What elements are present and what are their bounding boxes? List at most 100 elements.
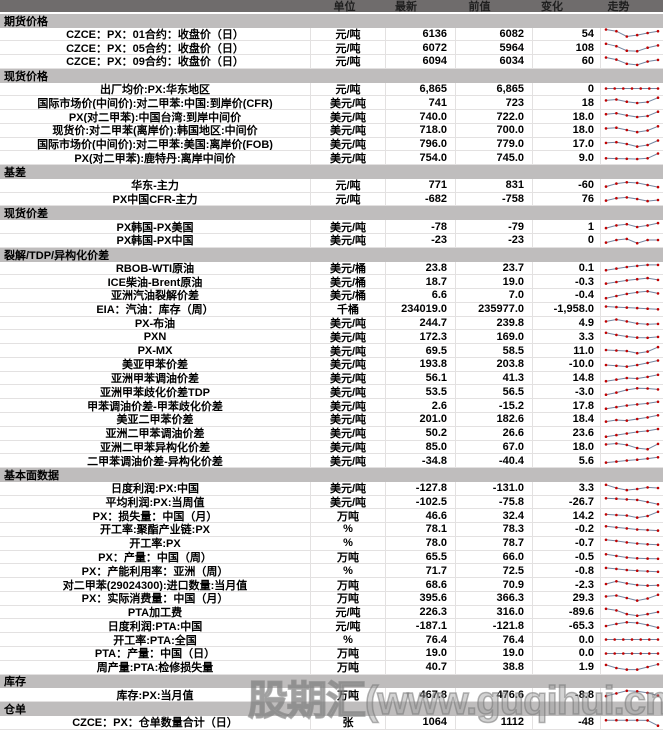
trend-cell [600, 660, 663, 674]
previous-value: 182.6 [455, 412, 532, 426]
indicator-label: PTA：产量：中国（日） [94, 648, 216, 660]
change-value: 54 [532, 27, 600, 41]
indicator-label: 国际市场价(中间价):对二甲苯:中国:到岸价(CFR) [37, 97, 273, 110]
change-value: 14.2 [532, 509, 600, 523]
change-value: 3.3 [532, 481, 600, 495]
indicator-label: 亚洲汽油裂解价差 [111, 290, 199, 302]
table-row: 国际市场价(中间价):对二甲苯:中国:到岸价(CFR) 美元/吨 741 723 18 [0, 96, 663, 111]
indicator-label: 甲苯调油价差-甲苯歧化价差 [87, 400, 223, 412]
previous-value: 6082 [455, 27, 532, 41]
column-header-change: 变化 [541, 0, 563, 12]
table-row: PTA加工费 元/吨 226.3 316.0 -89.6 [0, 605, 663, 620]
trend-cell [600, 55, 663, 68]
trend-sparkline [604, 662, 660, 671]
trend-cell [600, 110, 663, 123]
previous-value: 6034 [455, 55, 532, 68]
indicator-label: PX(对二甲苯):中国台湾:到岸中间价 [68, 111, 242, 123]
table-row: PX(对二甲苯):中国台湾:到岸中间价 美元/吨 740.0 722.0 18.0 [0, 110, 663, 124]
latest-value: 65.5 [385, 550, 455, 564]
table-row: CZCE：PX：05合约：收盘价（日） 元/吨 6072 5964 108 [0, 41, 663, 56]
indicator-label: PX(对二甲苯):鹿特丹:离岸中间价 [74, 152, 236, 165]
trend-sparkline [604, 621, 660, 630]
table-row: 对二甲苯(29024300):进口数量:当月值 万吨 68.6 70.9 -2.3 [0, 578, 663, 592]
change-value: -0.3 [532, 275, 600, 289]
change-value: 18.0 [532, 123, 600, 137]
trend-cell [600, 412, 663, 426]
trend-cell [600, 371, 663, 385]
trend-cell [600, 454, 663, 468]
previous-value: 32.4 [455, 509, 532, 523]
change-value: -0.4 [532, 289, 600, 302]
unit-value: 元/吨 [310, 55, 385, 68]
column-header-trend: 走势 [607, 0, 630, 12]
previous-value: 366.3 [455, 591, 532, 605]
latest-value: 78.0 [385, 536, 455, 550]
indicator-label: 国际市场价(中间价):对二甲苯:美国:离岸价(FOB) [37, 139, 273, 151]
latest-value: 395.6 [385, 591, 455, 605]
latest-value: 244.7 [385, 316, 455, 330]
latest-value: 6,865 [385, 82, 455, 96]
table-row: PX：产量：中国（周） 万吨 65.5 66.0 -0.5 [0, 550, 663, 565]
indicator-label: PXN [143, 330, 167, 343]
change-value: -48 [532, 715, 600, 729]
indicator-label: 亚洲二甲苯调油价差 [105, 428, 205, 440]
column-header-previous: 前值 [468, 0, 491, 12]
unit-value: 美元/吨 [310, 110, 385, 123]
trend-cell [600, 330, 663, 344]
trend-cell [600, 605, 663, 619]
previous-value: -75.8 [455, 495, 532, 509]
indicator-label: 亚洲甲苯调油价差 [111, 373, 199, 385]
change-value: 0 [532, 82, 600, 96]
previous-value: -121.8 [455, 619, 532, 633]
trend-sparkline [604, 442, 660, 451]
indicator-label: CZCE：PX：01合约：收盘价（日） [66, 28, 244, 41]
trend-cell [600, 220, 663, 234]
indicator-label: 平均利润:PX:当周值 [105, 496, 205, 509]
trend-cell [600, 82, 663, 96]
unit-value: 元/吨 [310, 605, 385, 619]
previous-value: 58.5 [455, 344, 532, 357]
section-header-row: 裂解/TDP/异构化价差 [0, 247, 663, 262]
latest-value: 234019.0 [385, 302, 455, 316]
table-row: 日度利润:PTA:中国 元/吨 -187.1 -121.8 -65.3 [0, 619, 663, 634]
trend-sparkline [604, 42, 660, 53]
table-row: 日度利润:PX:中国 美元/吨 -127.8 -131.0 3.3 [0, 481, 663, 496]
unit-value: 美元/吨 [310, 495, 385, 509]
change-value: 11.0 [532, 344, 600, 357]
trend-cell [600, 27, 663, 41]
trend-cell [600, 41, 663, 55]
unit-value: 美元/吨 [310, 454, 385, 468]
latest-value: 40.7 [385, 660, 455, 674]
indicator-label: 亚洲二甲苯异构化价差 [100, 441, 210, 454]
trend-sparkline [604, 373, 660, 383]
section-title: 基本面数据 [4, 469, 59, 482]
previous-value: 67.0 [455, 440, 532, 454]
latest-value: 23.8 [385, 261, 455, 275]
trend-sparkline [604, 593, 660, 602]
trend-cell [600, 192, 663, 206]
trend-cell [600, 578, 663, 591]
trend-sparkline [604, 152, 660, 161]
indicator-label: PX韩国-PX中国 [116, 235, 194, 247]
unit-value: 美元/吨 [310, 426, 385, 440]
change-value: -60 [532, 178, 600, 192]
trend-sparkline [604, 718, 660, 727]
indicator-label: PX：产量：中国（周） [98, 552, 212, 564]
column-header-unit: 单位 [333, 0, 356, 12]
unit-value: 万吨 [310, 509, 385, 523]
latest-value: 56.1 [385, 371, 455, 385]
trend-cell [600, 123, 663, 137]
trend-sparkline [604, 580, 660, 587]
trend-sparkline [604, 413, 660, 423]
latest-value: 201.0 [385, 412, 455, 426]
unit-value: % [310, 523, 385, 536]
indicator-label: PX-布油 [134, 318, 176, 330]
indicator-label: PX中国CFR-主力 [112, 194, 198, 206]
unit-value: % [310, 564, 385, 578]
table-row: 华东-主力 元/吨 771 831 -60 [0, 178, 663, 193]
latest-value: 6094 [385, 55, 455, 68]
change-value: -2.3 [532, 578, 600, 591]
table-row: 出厂均价:PX:华东地区 元/吨 6,865 6,865 0 [0, 82, 663, 97]
trend-cell [600, 96, 663, 110]
